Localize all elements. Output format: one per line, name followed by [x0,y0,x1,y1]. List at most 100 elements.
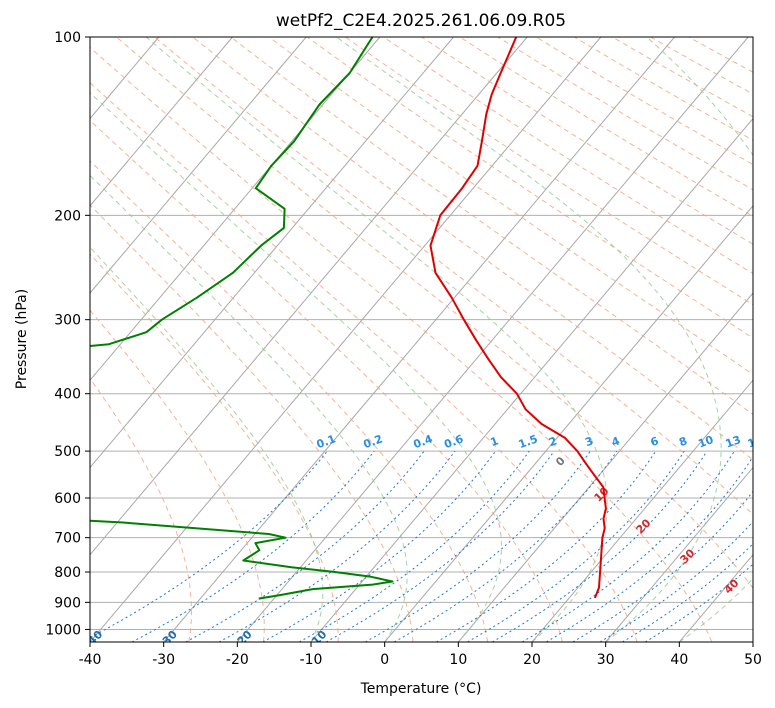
mixing-ratio-line [599,520,753,642]
dry-adiabat-line [306,37,753,339]
mixing-ratio-label: 2 [547,434,559,449]
mixing-ratio-line [467,450,685,642]
x-tick-label: 20 [523,652,541,668]
isotherm-line [531,379,753,642]
mixing-ratio-label: 0.2 [362,432,385,451]
dry-adiabat-label: -50 [7,628,30,651]
y-tick-label: 500 [54,444,81,460]
isotherm-line [163,37,675,642]
isotherm-line [90,37,454,469]
dry-adiabat-line [650,37,753,95]
mixing-ratio-line [436,450,657,642]
isotherm-line [236,37,749,642]
dry-adiabat-line [268,37,753,376]
mixing-ratio-line [218,450,456,642]
isotherm-line [678,553,753,642]
isotherm-line [752,641,753,642]
dry-adiabat-line [116,37,753,590]
dry-adiabat-line [459,37,753,217]
mixing-ratio-line [298,450,530,642]
x-tick-label: 30 [597,652,615,668]
mixing-ratio-label: 0.1 [315,432,338,451]
y-tick-label: 300 [54,313,81,329]
dry-adiabat-label: -10 [306,628,329,651]
x-tick-label: -40 [79,652,102,668]
isotherm-line [457,292,753,642]
mixing-ratio-line [131,450,375,642]
mixing-ratio-label: 1 [489,434,501,449]
mixing-ratio-line [185,450,425,642]
dry-adiabat-line [383,37,753,275]
y-axis-label: Pressure (hPa) [14,289,30,389]
mixing-ratio-line [572,490,753,642]
dry-adiabat-line [90,160,489,642]
x-tick-label: 50 [744,652,762,668]
x-tick-label: -30 [152,652,175,668]
y-tick-label: 700 [54,531,81,547]
mixing-ratio-line [90,450,328,639]
mixing-ratio-label: 6 [649,434,661,449]
isotherm-line [90,37,233,207]
isotherm-line [605,466,753,642]
y-tick-label: 600 [54,491,81,507]
y-tick-label: 800 [54,565,81,581]
dry-adiabat-line [345,37,753,306]
isotherm-line [90,37,381,382]
mixing-ratio-label: 13 [724,433,743,450]
dry-adiabat-line [90,309,265,642]
moist-adiabat-label: 10 [592,484,612,504]
mixing-ratio-line [262,450,497,642]
mixing-ratio-line [393,450,618,642]
dry-adiabat-line [230,37,753,416]
moist-adiabat-label: 20 [634,516,654,536]
mixing-ratio-label: 0.6 [442,432,465,451]
mixing-ratio-label: 4 [610,434,622,449]
x-tick-label: -20 [226,652,249,668]
mixing-ratio-line [365,450,591,642]
x-axis-label: Temperature (°C) [360,681,482,697]
moist-adiabat-line [90,174,408,642]
x-tick-label: 40 [670,652,688,668]
x-tick-label: -10 [300,652,323,668]
mixing-ratio-label: 8 [677,434,689,449]
dewpoint-profile-line [90,37,394,600]
y-tick-label: 100 [54,30,81,46]
y-tick-label: 1000 [45,622,81,638]
mixing-ratio-line [622,543,753,642]
moist-adiabat-line [90,92,502,642]
moist-adiabat-line [646,37,753,642]
mixing-ratio-line [546,455,753,642]
mixing-ratio-line [492,450,708,642]
mixing-ratio-label: 0.4 [412,432,435,451]
isotherm-line [0,37,85,642]
chart-title: wetPf2_C2E4.2025.261.06.09.R05 [276,11,566,31]
x-axis: -40 -30 -20 -10 0 10 20 30 40 50 [79,642,762,668]
dry-adiabat-line [154,37,753,515]
dry-adiabat-label: -40 [82,628,105,651]
y-axis: 100 200 300 400 500 600 700 800 900 1000 [45,30,90,638]
mixing-ratio-label: 10 [696,433,715,451]
dry-adiabat-line [535,37,753,166]
moist-adiabat-line [90,246,324,642]
dry-adiabat-label: -20 [231,628,254,651]
dry-adiabat-line [90,253,339,642]
dry-adiabat-line [90,119,563,642]
dry-adiabat-line [612,37,753,118]
y-tick-label: 900 [54,595,81,611]
x-tick-label: 10 [449,652,467,668]
mixing-ratio-label: 1.5 [517,432,540,451]
x-tick-label: 0 [380,652,389,668]
plot-frame [89,36,754,643]
temperature-profile-line [429,37,607,599]
moist-adiabat-line [336,37,722,642]
dry-adiabat-label: -30 [157,628,180,651]
moist-adiabat-line [145,37,608,642]
isotherm-line [0,37,12,642]
dry-adiabat-line [90,46,713,642]
mixing-ratio-label: 3 [583,434,595,449]
mixing-ratio-label: 20 [770,433,775,451]
dry-adiabat-line [90,204,414,642]
mixing-ratio-line [521,450,735,642]
y-tick-label: 200 [54,208,81,224]
